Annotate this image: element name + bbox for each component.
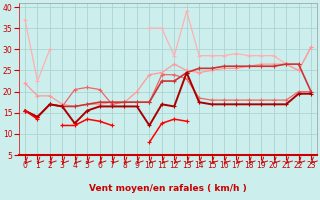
X-axis label: Vent moyen/en rafales ( km/h ): Vent moyen/en rafales ( km/h ) bbox=[89, 184, 247, 193]
